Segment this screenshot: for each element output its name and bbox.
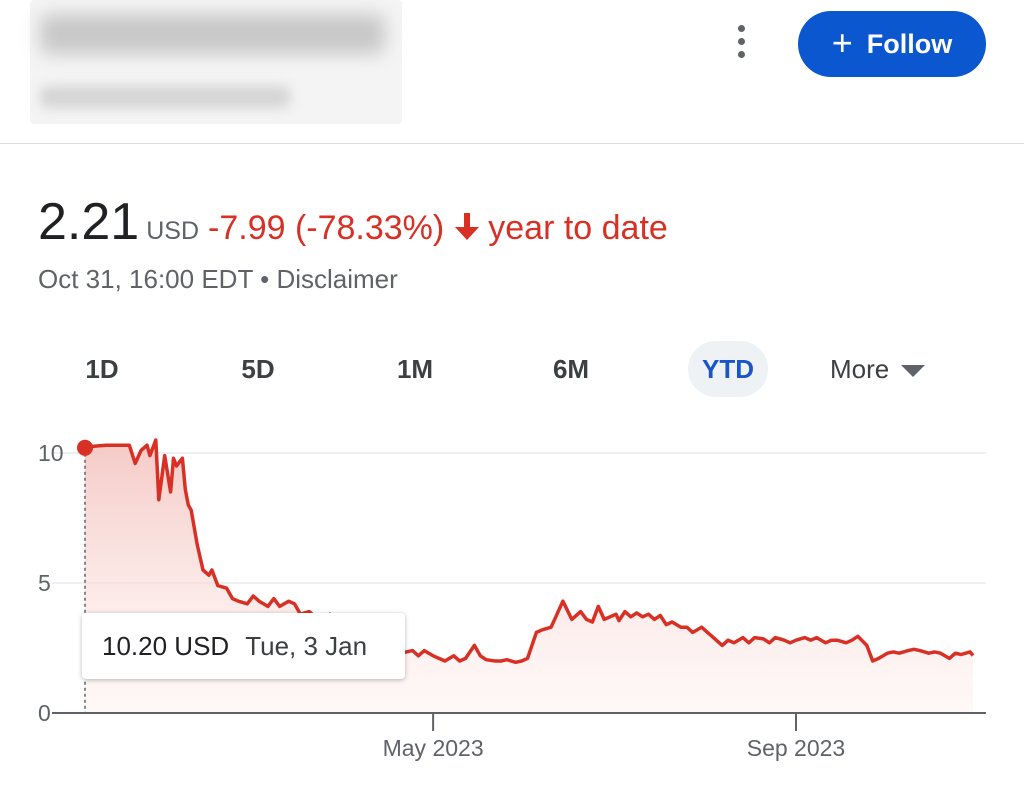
redacted-company-name xyxy=(30,0,402,124)
range-selector: 1D 5D 1M 6M YTD More xyxy=(0,338,1024,400)
arrow-down-icon xyxy=(454,209,480,248)
currency-label: USD xyxy=(146,217,200,245)
tab-1d[interactable]: 1D xyxy=(85,354,119,384)
y-tick-label: 5 xyxy=(38,570,51,596)
disclaimer-link[interactable]: Disclaimer xyxy=(276,264,398,294)
tab-ytd[interactable]: YTD xyxy=(688,341,768,397)
tooltip-date: Tue, 3 Jan xyxy=(245,630,368,661)
redacted-title-block xyxy=(40,14,385,54)
price-change: -7.99 (-78.33%) xyxy=(208,209,445,247)
follow-label: Follow xyxy=(866,28,953,59)
y-tick-label: 10 xyxy=(38,440,64,466)
price-line: 2.21 USD -7.99 (-78.33%) year to date xyxy=(38,192,668,252)
tooltip-value: 10.20 USD xyxy=(102,630,230,661)
more-options-icon[interactable] xyxy=(726,20,758,64)
y-tick-label: 0 xyxy=(38,700,51,726)
follow-button[interactable]: + Follow xyxy=(798,11,986,77)
price-line-series xyxy=(84,438,975,665)
tab-1m[interactable]: 1M xyxy=(396,354,434,384)
plus-icon: + xyxy=(831,21,853,63)
change-period: year to date xyxy=(488,209,668,247)
more-label: More xyxy=(830,354,890,384)
more-ranges-button[interactable]: More xyxy=(830,341,926,397)
tab-5d[interactable]: 5D xyxy=(241,354,275,384)
x-tick-label: May 2023 xyxy=(383,735,484,761)
chart-tooltip: 10.20 USD Tue, 3 Jan xyxy=(82,613,405,679)
redacted-subtitle-block xyxy=(40,86,290,108)
caret-down-icon xyxy=(901,365,926,378)
timestamp: Oct 31, 16:00 EDT xyxy=(38,264,253,294)
highlighted-point xyxy=(77,439,93,456)
header-bar: + Follow xyxy=(0,0,1024,144)
x-tick-label: Sep 2023 xyxy=(747,735,845,761)
tab-6m[interactable]: 6M xyxy=(552,354,590,384)
timestamp-line: Oct 31, 16:00 EDT • Disclaimer xyxy=(38,264,398,295)
current-price: 2.21 xyxy=(38,193,140,251)
separator-dot: • xyxy=(260,264,270,294)
